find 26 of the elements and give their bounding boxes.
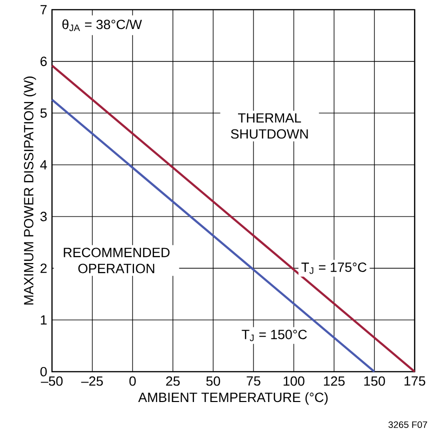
x-tick-label: 100 xyxy=(284,376,304,386)
x-tick-label: –25 xyxy=(81,376,103,386)
y-tick-label: 2 xyxy=(40,264,47,273)
x-tick-label: 25 xyxy=(166,376,180,386)
x-tick-label: 50 xyxy=(206,376,220,386)
text: 3265 F07 xyxy=(388,421,428,428)
annotation: θ$_{JA}$ = 38°C/W xyxy=(62,19,142,32)
y-tick-label: 0 xyxy=(40,366,47,376)
annotation: RECOMMENDED OPERATION xyxy=(64,248,170,274)
x-axis-title: AMBIENT TEMPERATURE (°C) xyxy=(138,392,328,405)
y-tick-label: 6 xyxy=(40,56,47,66)
y-tick-label: 5 xyxy=(40,108,47,118)
y-tick-label: 4 xyxy=(40,160,47,170)
annotation: THERMAL SHUTDOWN xyxy=(230,113,308,139)
x-tick-label: 75 xyxy=(246,376,260,386)
y-tick-label: 7 xyxy=(40,5,47,14)
y-tick-label: 3 xyxy=(40,212,47,222)
annotation: T$_{J}$ = 150°C xyxy=(242,330,307,342)
x-tick-label: 0 xyxy=(129,376,136,386)
x-tick-label: –50 xyxy=(40,376,63,386)
y-axis-title: MAXIMUM POWER DISSIPATION (W) xyxy=(24,76,36,305)
y-tick-label: 1 xyxy=(40,315,47,325)
x-tick-label: 150 xyxy=(364,376,385,386)
x-tick-label: 125 xyxy=(324,376,345,386)
x-tick-label: 175 xyxy=(404,376,426,386)
annotation: T$_{J}$ = 175°C xyxy=(301,262,366,274)
